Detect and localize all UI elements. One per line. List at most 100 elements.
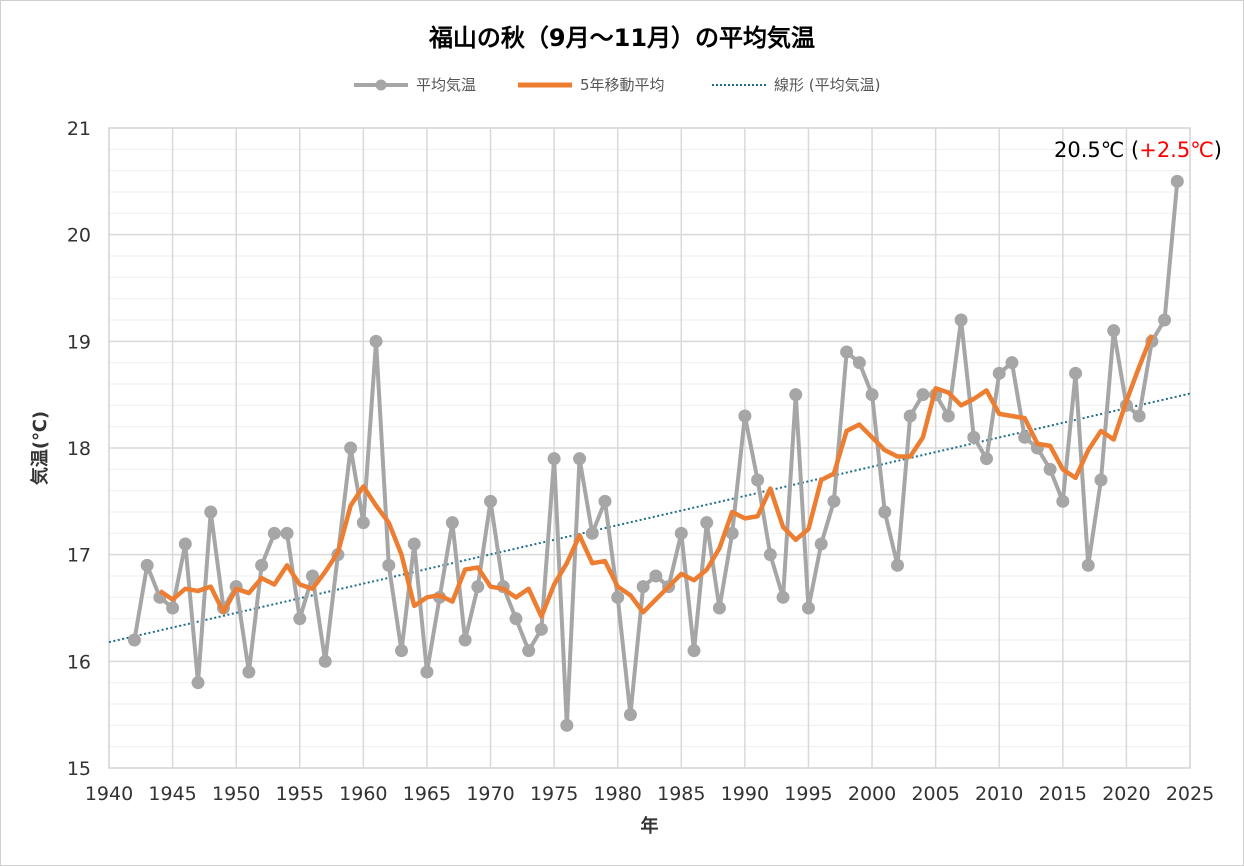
temperature-point (814, 537, 828, 551)
x-tick-label: 1990 (721, 783, 769, 805)
temperature-point (267, 526, 281, 540)
annotation-value: 20.5℃ (1054, 138, 1125, 162)
x-tick-label: 1985 (657, 783, 705, 805)
x-tick-label: 2015 (1039, 783, 1087, 805)
x-tick-label: 1970 (466, 783, 514, 805)
temperature-point (585, 526, 599, 540)
y-tick-label: 21 (67, 118, 91, 140)
x-tick-label: 2025 (1166, 783, 1214, 805)
x-tick-label: 2005 (911, 783, 959, 805)
y-tick-label: 17 (67, 545, 91, 567)
legend-marker-moving-average (518, 82, 572, 87)
x-tick-label: 1975 (530, 783, 578, 805)
temperature-point (395, 644, 409, 658)
temperature-point (1005, 356, 1019, 370)
temperature-point (700, 516, 714, 530)
moving-average-line (158, 334, 1154, 619)
y-tick-label: 19 (67, 331, 91, 353)
temperature-point (369, 334, 383, 348)
y-tick-label: 18 (67, 438, 91, 460)
gridlines (108, 127, 1191, 769)
temperature-point (318, 654, 332, 668)
temperature-point (178, 537, 192, 551)
temperature-point (344, 441, 358, 455)
temperature-point (166, 601, 180, 615)
temperature-point (674, 526, 688, 540)
x-tick-label: 1945 (148, 783, 196, 805)
legend-marker-trend (712, 83, 766, 86)
temperature-point (560, 718, 574, 732)
temperature-point (789, 388, 803, 402)
temperature-point (420, 665, 434, 679)
series-layer (108, 174, 1191, 732)
temperature-point (305, 569, 319, 583)
temperature-point (712, 601, 726, 615)
temperature-point (980, 452, 994, 466)
temperature-point (280, 526, 294, 540)
y-axis-ticks: 15 16 17 18 19 20 21 (67, 118, 91, 780)
legend-item-trend: 線形 (平均気温) (710, 74, 880, 95)
y-tick-label: 20 (67, 225, 91, 247)
temperature-point (840, 345, 854, 359)
temperature-point (1069, 366, 1083, 380)
temperature-point (458, 633, 472, 647)
temperature-point (445, 516, 459, 530)
temperature-point (407, 537, 421, 551)
temperature-point (1018, 430, 1032, 444)
temperature-point (1132, 409, 1146, 423)
legend-label-moving-average: 5年移動平均 (580, 76, 665, 94)
temperature-point (992, 366, 1006, 380)
temperature-point (1043, 462, 1057, 476)
temperature-point (954, 313, 968, 327)
legend-item-temp: 平均気温 (352, 74, 476, 95)
temperature-point (242, 665, 256, 679)
legend-marker-temp (354, 79, 408, 90)
y-tick-label: 15 (67, 758, 91, 780)
trend-line (108, 392, 1191, 644)
temperature-point (941, 409, 955, 423)
temperature-point (827, 494, 841, 508)
x-axis-title: 年 (641, 815, 659, 837)
annotation-paren-open: ( (1124, 138, 1140, 162)
legend-item-moving-average: 5年移動平均 (516, 74, 665, 95)
y-axis-title: 気温(℃) (29, 411, 51, 485)
temperature-point (776, 590, 790, 604)
x-tick-label: 2020 (1102, 783, 1150, 805)
temperature-point (967, 430, 981, 444)
temperature-point (598, 494, 612, 508)
x-tick-label: 2010 (975, 783, 1023, 805)
x-tick-label: 1980 (594, 783, 642, 805)
temperature-point (687, 644, 701, 658)
temperature-point (573, 452, 587, 466)
x-tick-label: 1940 (85, 783, 133, 805)
x-tick-label: 1955 (276, 783, 324, 805)
temperature-point (751, 473, 765, 487)
x-tick-label: 1965 (403, 783, 451, 805)
temperature-point (127, 633, 141, 647)
x-tick-label: 1995 (784, 783, 832, 805)
annotation-paren-close: ) (1213, 138, 1222, 162)
annotation-diff: +2.5℃ (1139, 138, 1214, 162)
legend-label-trend: 線形 (平均気温) (774, 76, 881, 94)
temperature-point (1107, 324, 1121, 338)
x-axis-ticks: 1940 1945 1950 1955 1960 1965 1970 1975 1980 1985… (85, 783, 1214, 805)
temperature-point (1081, 558, 1095, 572)
temperature-point (1170, 174, 1184, 188)
temperature-point (255, 558, 269, 572)
y-tick-label: 16 (67, 651, 91, 673)
temperature-point (484, 494, 498, 508)
x-tick-label: 1960 (339, 783, 387, 805)
temperature-point (204, 505, 218, 519)
temperature-point (878, 505, 892, 519)
temperature-point (890, 558, 904, 572)
temperature-point (1056, 494, 1070, 508)
temperature-point (903, 409, 917, 423)
temperature-point (852, 356, 866, 370)
temperature-point (763, 548, 777, 562)
temperature-point (293, 612, 307, 626)
temperature-point (509, 612, 523, 626)
temperature-point (738, 409, 752, 423)
temperature-point (865, 388, 879, 402)
